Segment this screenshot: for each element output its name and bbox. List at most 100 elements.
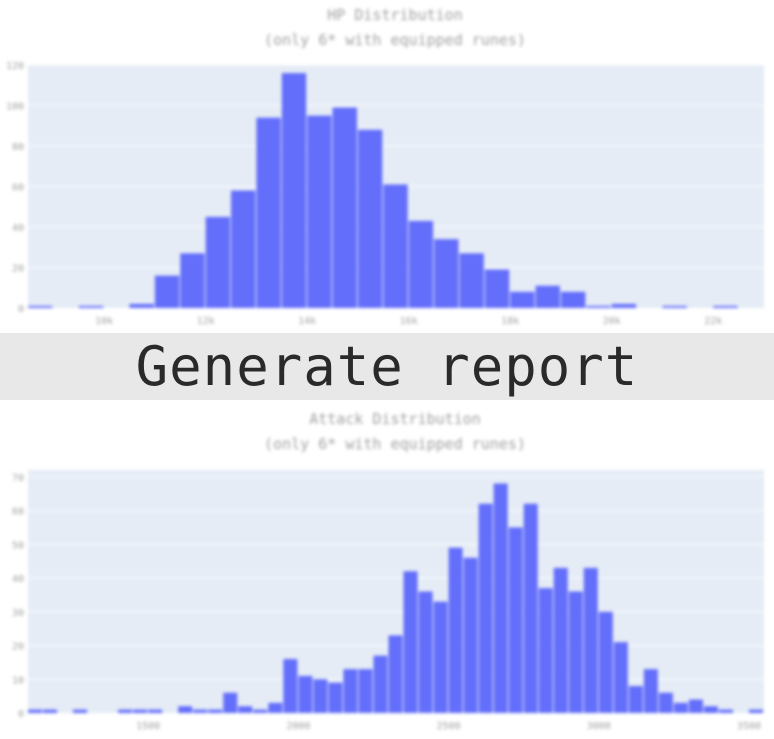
hp-bar (484, 269, 510, 308)
attack-bar (133, 709, 148, 713)
attack-bar (223, 692, 238, 713)
hp-chart-svg: HP Distribution (only 6* with equipped r… (6, 6, 764, 327)
hp-x-tick-label: 12k (197, 316, 215, 327)
attack-bar (313, 679, 328, 713)
hp-x-tick-label: 16k (400, 316, 418, 327)
attack-chart-svg: Attack Distribution (only 6* with equipp… (12, 410, 764, 732)
attack-bar (598, 611, 613, 713)
attack-bar (73, 709, 88, 713)
hp-bar (510, 291, 535, 308)
attack-bar (388, 635, 403, 713)
attack-bar (328, 682, 343, 713)
hp-distribution-chart: HP Distribution (only 6* with equipped r… (0, 0, 774, 330)
attack-bar (553, 567, 568, 713)
hp-bar (28, 305, 53, 308)
attack-bar (193, 709, 208, 713)
hp-bar (560, 291, 586, 308)
hp-bar (332, 107, 357, 309)
hp-bar (408, 220, 434, 308)
hp-chart-subtitle: (only 6* with equipped runes) (264, 31, 526, 49)
hp-x-tick-label: 22k (704, 316, 722, 327)
attack-bar (628, 686, 643, 713)
attack-chart-title: Attack Distribution (309, 410, 481, 428)
hp-y-tick-label: 0 (18, 304, 24, 315)
attack-bar (238, 706, 253, 713)
hp-bar (535, 285, 560, 308)
hp-y-tick-label: 100 (6, 102, 24, 113)
hp-bar (357, 129, 383, 308)
attack-bar (148, 709, 163, 713)
attack-bar (373, 655, 388, 713)
attack-bar (688, 699, 703, 713)
attack-distribution-chart: Attack Distribution (only 6* with equipp… (0, 402, 774, 735)
hp-y-tick-label: 60 (12, 183, 24, 194)
attack-bar (613, 642, 628, 713)
attack-y-tick-label: 50 (12, 540, 24, 551)
attack-bar (268, 702, 283, 713)
attack-bar (358, 669, 373, 713)
hp-bar (129, 303, 154, 308)
attack-bar (493, 483, 508, 713)
attack-bar (748, 709, 763, 713)
hp-y-tick-label: 40 (12, 223, 24, 234)
hp-bar (713, 305, 738, 308)
attack-y-tick-label: 20 (12, 642, 24, 653)
attack-bar (28, 709, 43, 713)
attack-x-tick-label: 3000 (587, 721, 611, 732)
attack-bar (178, 706, 193, 713)
hp-bar (459, 253, 484, 308)
attack-x-tick-label: 2000 (286, 721, 310, 732)
hp-bar (256, 117, 281, 309)
report-bar: Generate report (0, 333, 774, 400)
hp-bar (383, 184, 408, 308)
hp-y-tick-label: 20 (12, 264, 24, 275)
attack-bar (433, 601, 448, 713)
attack-bar (118, 709, 133, 713)
attack-bar (403, 571, 418, 713)
attack-bar (463, 557, 478, 713)
hp-bar (662, 305, 687, 308)
attack-bar (478, 503, 493, 713)
attack-bar (718, 709, 733, 713)
attack-bar (283, 659, 298, 713)
attack-bar (448, 547, 463, 713)
attack-x-tick-label: 1500 (136, 721, 160, 732)
attack-bar (253, 709, 268, 713)
hp-bar (611, 303, 637, 308)
hp-bar (281, 73, 307, 308)
attack-bar (568, 591, 583, 713)
hp-chart-title: HP Distribution (327, 6, 462, 24)
attack-bar (43, 709, 58, 713)
attack-y-tick-label: 10 (12, 675, 24, 686)
hp-bar (307, 115, 332, 308)
attack-bar (643, 669, 658, 713)
attack-bar (658, 692, 673, 713)
attack-bar (343, 669, 358, 713)
hp-x-tick-label: 14k (298, 316, 316, 327)
attack-x-tick-label: 2500 (437, 721, 461, 732)
attack-bar (583, 567, 598, 713)
attack-y-tick-label: 70 (12, 473, 24, 484)
hp-bar (205, 216, 231, 308)
attack-bar (703, 706, 718, 713)
hp-bar (180, 253, 205, 308)
hp-bar (78, 305, 104, 308)
hp-x-tick-label: 18k (501, 316, 519, 327)
attack-y-tick-label: 60 (12, 507, 24, 518)
hp-y-tick-label: 120 (6, 61, 24, 72)
attack-chart-subtitle: (only 6* with equipped runes) (264, 435, 526, 453)
hp-y-tick-label: 80 (12, 142, 24, 153)
hp-x-tick-label: 10k (95, 316, 113, 327)
attack-bar (208, 709, 223, 713)
hp-x-tick-label: 20k (603, 316, 621, 327)
generate-report-button[interactable]: Generate report (135, 335, 639, 398)
attack-bar (538, 588, 553, 713)
attack-bar (673, 702, 688, 713)
attack-bar (523, 503, 538, 713)
hp-bar (586, 305, 611, 308)
attack-x-tick-label: 3500 (737, 721, 761, 732)
attack-y-tick-label: 0 (18, 709, 24, 720)
attack-bar (418, 591, 433, 713)
attack-y-tick-label: 30 (12, 608, 24, 619)
hp-bar (154, 275, 180, 308)
